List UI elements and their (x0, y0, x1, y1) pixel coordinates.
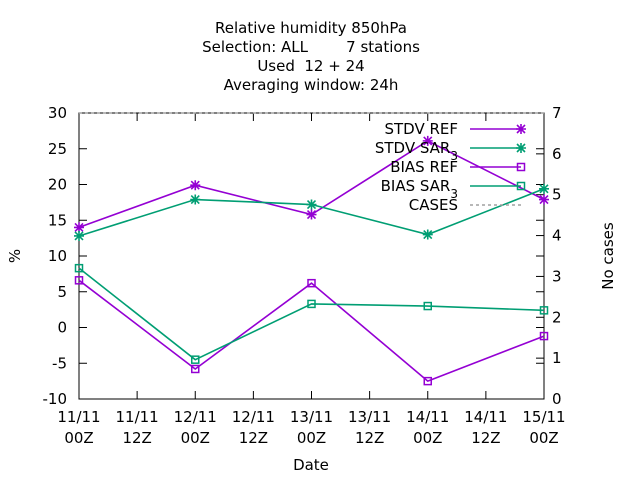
series-bias-ref (74, 276, 549, 386)
x-tick-label-day: 13/11 (290, 408, 333, 426)
y-tick-label: 20 (48, 176, 67, 194)
data-point (422, 135, 433, 146)
y-tick-label: 0 (57, 319, 67, 337)
series-bias-sar-3 (74, 263, 549, 364)
y2-tick-label: 1 (552, 349, 562, 367)
y2-axis-ticks: 0 1 2 3 4 5 6 7 (536, 104, 562, 408)
x-axis-ticks: 11/11 00Z 11/11 12Z 12/11 00Z 12/11 12Z 13/11 00Z… (57, 113, 566, 447)
data-point (307, 299, 316, 309)
data-point (74, 263, 84, 273)
data-point (423, 301, 432, 311)
y-tick-label: -10 (43, 390, 68, 408)
series-layer (74, 112, 549, 386)
data-point (539, 194, 549, 205)
y2-tick-label: 6 (552, 145, 562, 163)
data-point (516, 143, 526, 153)
x-tick-label-day: 11/11 (116, 408, 159, 426)
y2-tick-label: 4 (552, 227, 562, 245)
data-point (516, 124, 526, 134)
x-tick-label-day: 13/11 (348, 408, 391, 426)
x-tick-label-day: 14/11 (464, 408, 507, 426)
data-point (74, 230, 84, 241)
series-line (78, 267, 545, 361)
y2-tick-label: 0 (552, 390, 562, 408)
y2-axis-label: No cases (599, 222, 617, 290)
x-tick-label-hour: 12Z (471, 429, 500, 447)
x-tick-label-hour: 00Z (413, 429, 442, 447)
series-stdv-ref (74, 135, 549, 233)
y-tick-label: -5 (52, 354, 67, 372)
data-point (422, 229, 433, 240)
x-tick-label-hour: 00Z (297, 429, 326, 447)
data-point (190, 194, 201, 205)
data-point (516, 181, 526, 191)
series-stdv-sar-3 (74, 183, 549, 241)
data-point (516, 162, 526, 172)
y-tick-label: 5 (57, 283, 67, 301)
data-point (190, 180, 201, 191)
legend-label: BIAS REF (390, 158, 458, 176)
y-tick-label: 30 (48, 104, 67, 122)
legend-label: CASES (409, 196, 458, 214)
y2-tick-label: 2 (552, 308, 562, 326)
plot-frame (78, 112, 545, 400)
x-tick-label-day: 14/11 (406, 408, 449, 426)
x-tick-label-hour: 12Z (239, 429, 268, 447)
y2-tick-label: 3 (552, 267, 562, 285)
x-tick-label-day: 12/11 (174, 408, 217, 426)
x-tick-label-hour: 00Z (181, 429, 210, 447)
y-axis-label: % (6, 249, 24, 263)
x-tick-label-day: 12/11 (232, 408, 275, 426)
data-point (191, 355, 200, 364)
data-point (306, 199, 317, 210)
series-line (78, 279, 545, 383)
data-point (539, 306, 549, 315)
data-point (74, 222, 84, 233)
y-tick-label: 25 (48, 140, 67, 158)
x-tick-label-day: 11/11 (57, 408, 100, 426)
title-line-2: Selection: ALL 7 stations (202, 38, 420, 56)
x-axis-label: Date (293, 456, 329, 474)
y2-tick-label: 7 (552, 104, 562, 122)
data-point (423, 376, 432, 386)
x-tick-label-hour: 00Z (64, 429, 93, 447)
data-point (74, 276, 84, 285)
data-point (306, 209, 317, 220)
legend-label: STDV REF (384, 120, 458, 138)
x-tick-label-hour: 12Z (122, 429, 151, 447)
data-point (307, 278, 316, 288)
x-tick-label-hour: 00Z (529, 429, 558, 447)
data-point (539, 331, 549, 341)
x-tick-label-hour: 12Z (355, 429, 384, 447)
chart-title: Relative humidity 850hPa Selection: ALL … (202, 19, 420, 94)
y-tick-label: 15 (48, 211, 67, 229)
data-point (191, 364, 200, 374)
title-line-1: Relative humidity 850hPa (215, 19, 407, 37)
y-tick-label: 10 (48, 247, 67, 265)
title-line-4: Averaging window: 24h (224, 76, 399, 94)
data-point (539, 183, 549, 194)
y2-tick-label: 5 (552, 186, 562, 204)
y-axis-ticks: -10 -5 0 5 10 15 20 25 30 (43, 104, 544, 408)
title-line-3: Used 12 + 24 (257, 57, 364, 75)
x-tick-label-day: 15/11 (522, 408, 565, 426)
